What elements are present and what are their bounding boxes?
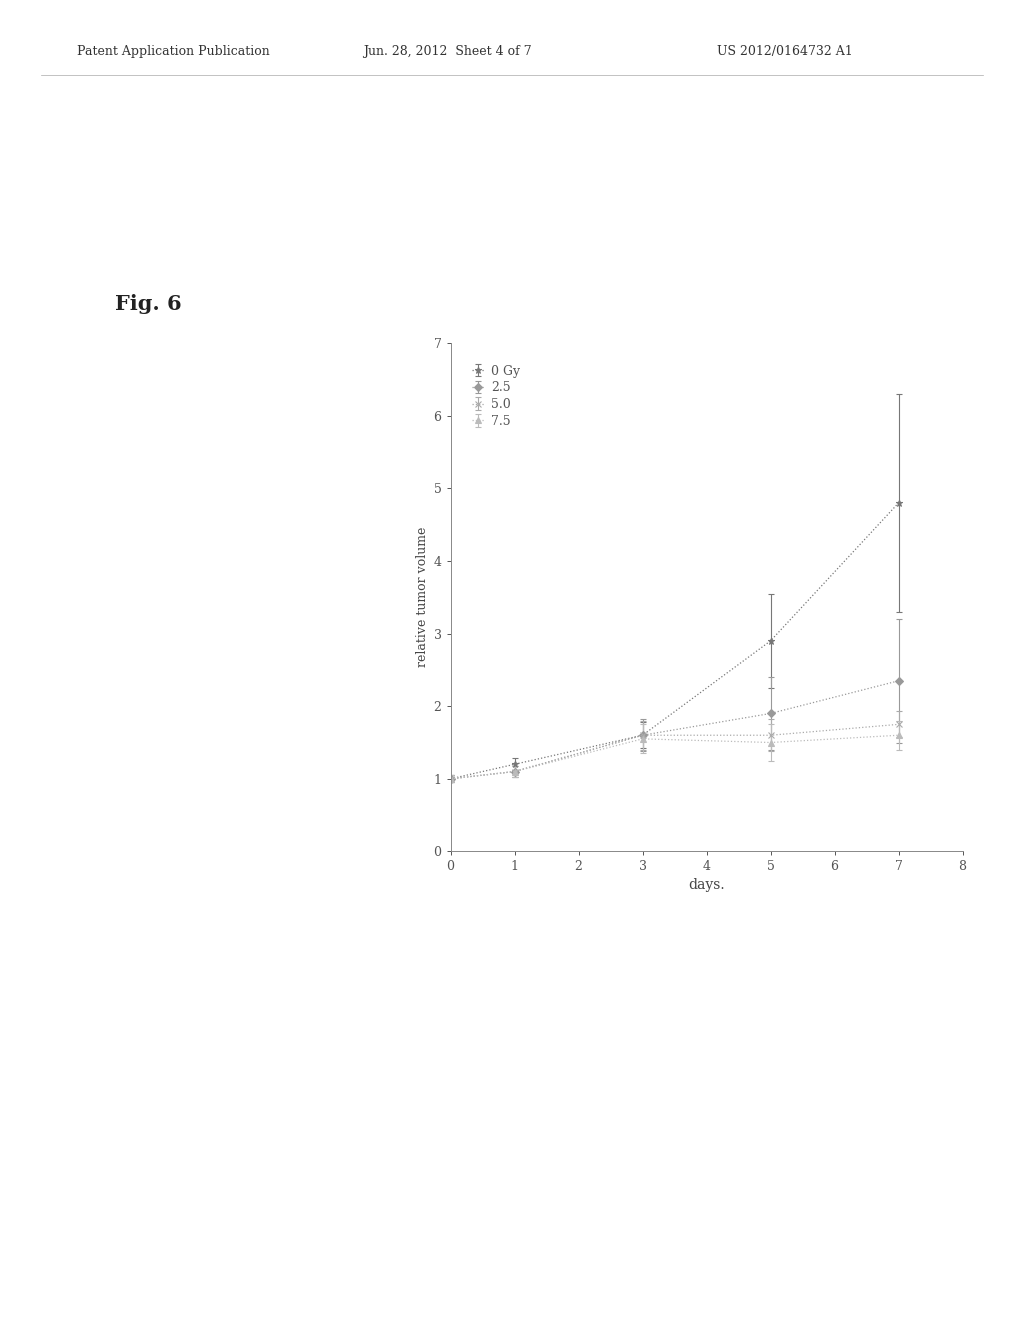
Text: US 2012/0164732 A1: US 2012/0164732 A1 — [717, 45, 853, 58]
Legend: 0 Gy, 2.5, 5.0, 7.5: 0 Gy, 2.5, 5.0, 7.5 — [467, 359, 525, 433]
Text: Jun. 28, 2012  Sheet 4 of 7: Jun. 28, 2012 Sheet 4 of 7 — [364, 45, 532, 58]
Text: Patent Application Publication: Patent Application Publication — [77, 45, 269, 58]
X-axis label: days.: days. — [688, 878, 725, 891]
Y-axis label: relative tumor volume: relative tumor volume — [417, 527, 429, 668]
Text: Fig. 6: Fig. 6 — [115, 294, 181, 314]
